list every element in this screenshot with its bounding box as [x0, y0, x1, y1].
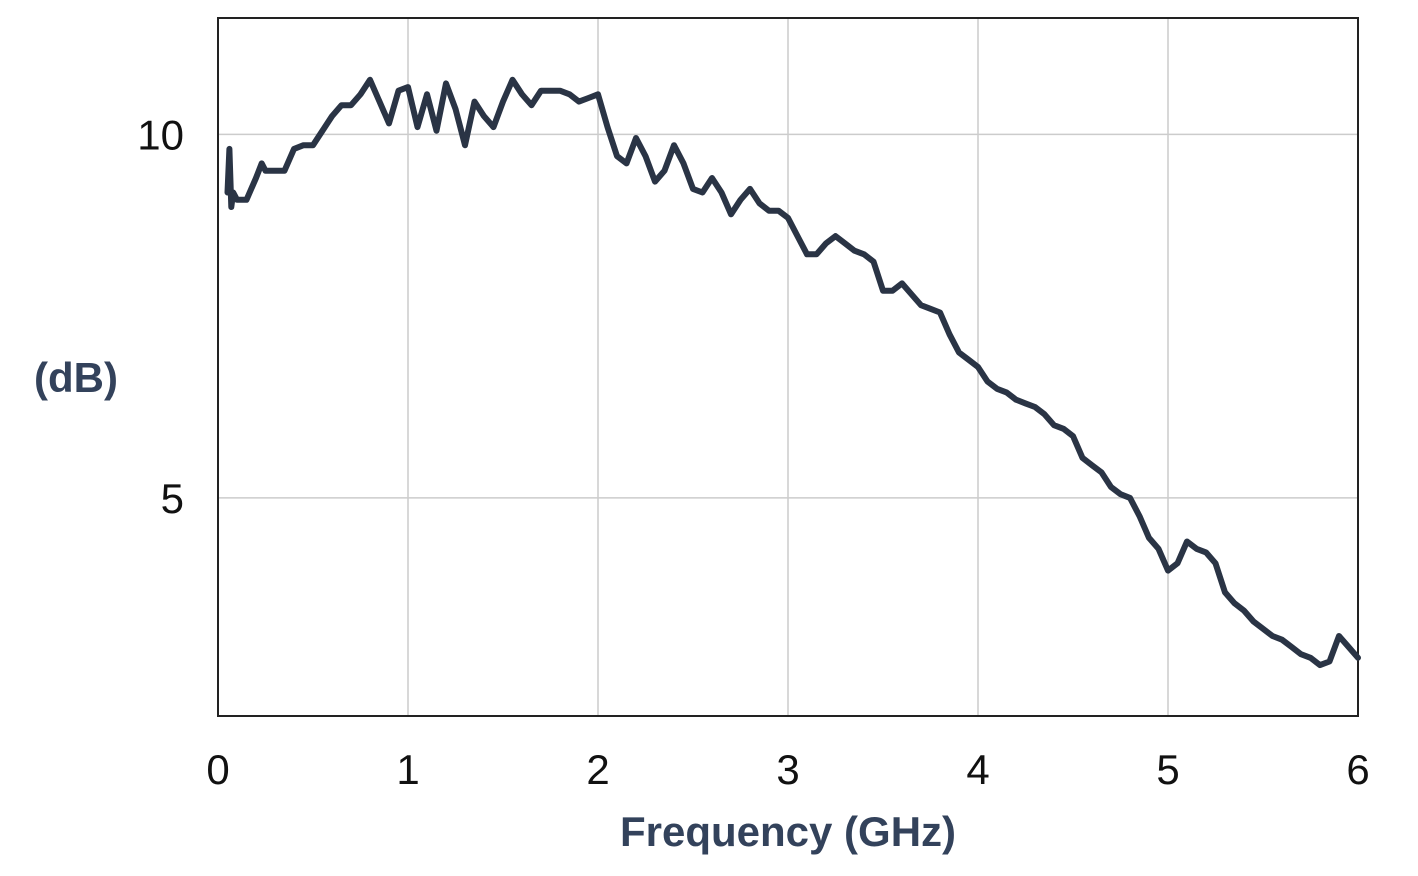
- x-tick-label: 6: [1346, 746, 1369, 793]
- x-axis-title: Frequency (GHz): [620, 808, 956, 855]
- y-axis-ticks: 5 10: [137, 111, 184, 522]
- series-line-0: [224, 76, 1361, 669]
- x-tick-label: 1: [396, 746, 419, 793]
- x-tick-label: 4: [966, 746, 989, 793]
- x-tick-label: 2: [586, 746, 609, 793]
- series-layer: [224, 76, 1361, 669]
- x-tick-label: 5: [1156, 746, 1179, 793]
- plot-area-frame: [217, 17, 1359, 717]
- y-tick-label: 10: [137, 111, 184, 158]
- x-axis-ticks: 0 1 2 3 4 5 6: [206, 746, 1369, 793]
- y-tick-label: 5: [161, 475, 184, 522]
- x-tick-label: 0: [206, 746, 229, 793]
- y-axis-title: (dB): [34, 354, 118, 401]
- x-tick-label: 3: [776, 746, 799, 793]
